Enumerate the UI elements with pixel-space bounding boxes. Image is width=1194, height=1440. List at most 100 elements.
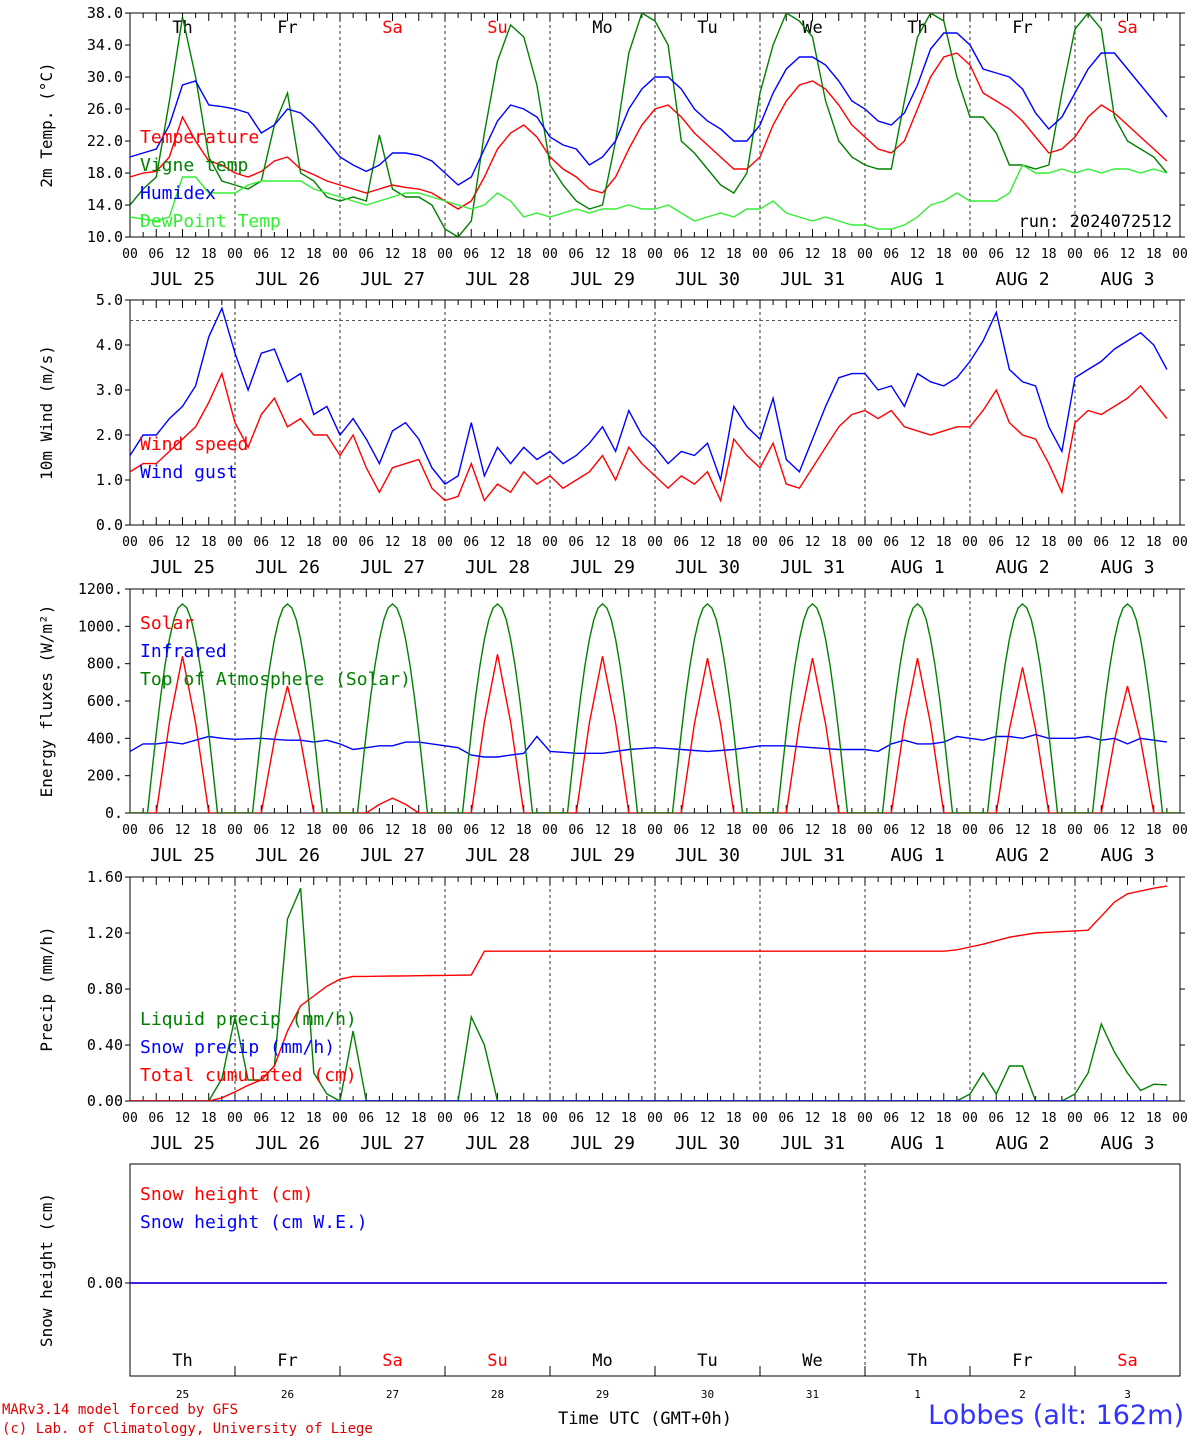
day-name: Fr: [1012, 1351, 1032, 1371]
hour-tick-label: 00: [332, 823, 348, 838]
date-label: JUL 29: [570, 1133, 635, 1154]
date-label: JUL 26: [255, 269, 320, 290]
hour-tick-label: 00: [332, 1111, 348, 1126]
hour-tick-label: 12: [700, 535, 716, 550]
hour-tick-label: 00: [437, 1111, 453, 1126]
legend-entry: Total cumulated (cm): [140, 1065, 357, 1086]
legend-entry: Solar: [140, 613, 194, 634]
hour-tick-label: 06: [148, 1111, 164, 1126]
hour-tick-label: 00: [542, 247, 558, 262]
hour-tick-label: 06: [988, 535, 1004, 550]
hour-tick-label: 18: [306, 535, 322, 550]
hour-tick-label: 12: [700, 823, 716, 838]
hour-tick-label: 06: [358, 1111, 374, 1126]
hour-tick-label: 12: [385, 1111, 401, 1126]
plot-frame: [129, 588, 1181, 814]
hour-tick-label: 12: [1120, 823, 1136, 838]
station-name: Lobbes (alt: 162m): [928, 1400, 1184, 1431]
hour-tick-label: 00: [437, 535, 453, 550]
date-label: JUL 28: [465, 1133, 530, 1154]
hour-tick-label: 12: [280, 535, 296, 550]
hour-tick-label: 00: [647, 1111, 663, 1126]
hour-tick-label: 12: [175, 247, 191, 262]
hour-tick-label: 00: [1067, 1111, 1083, 1126]
hour-tick-label: 00: [752, 1111, 768, 1126]
y-tick-label: 0.40: [87, 1036, 123, 1054]
hour-tick-label: 12: [1015, 247, 1031, 262]
hour-tick-label: 00: [1067, 247, 1083, 262]
y-tick-label: 1.0: [96, 471, 123, 489]
series-solar: [130, 654, 1180, 813]
date-label: JUL 25: [150, 269, 215, 290]
day-number: 31: [806, 1388, 819, 1401]
series-group: [130, 602, 1180, 813]
hour-tick-label: 12: [805, 535, 821, 550]
hour-tick-label: 00: [1067, 823, 1083, 838]
hour-tick-label: 12: [1120, 1111, 1136, 1126]
hour-tick-label: 12: [700, 1111, 716, 1126]
date-label: JUL 31: [780, 269, 845, 290]
day-name: Th: [172, 1351, 192, 1371]
hour-tick-label: 00: [962, 247, 978, 262]
hour-tick-label: 12: [805, 1111, 821, 1126]
hour-tick-label: 12: [280, 1111, 296, 1126]
hour-tick-label: 18: [1146, 535, 1162, 550]
y-tick-label: 1000.: [78, 617, 123, 635]
hour-tick-label: 12: [595, 535, 611, 550]
date-label: JUL 29: [570, 269, 635, 290]
hour-tick-label: 18: [411, 535, 427, 550]
day-number: 27: [386, 1388, 399, 1401]
series-wind-gust: [130, 306, 1168, 486]
hour-tick-label: 12: [280, 247, 296, 262]
hour-tick-label: 06: [1093, 247, 1109, 262]
series-temperature: [130, 52, 1168, 210]
hour-tick-label: 18: [1041, 247, 1057, 262]
date-label: JUL 30: [675, 1133, 740, 1154]
hour-tick-label: 00: [752, 247, 768, 262]
day-name: We: [802, 18, 822, 38]
hour-tick-label: 00: [857, 535, 873, 550]
y-tick-label: 4.0: [96, 336, 123, 354]
hour-tick-label: 06: [778, 1111, 794, 1126]
date-label: AUG 1: [890, 1133, 944, 1154]
hour-tick-label: 12: [805, 823, 821, 838]
date-label: JUL 26: [255, 845, 320, 866]
hour-tick-label: 18: [201, 1111, 217, 1126]
hour-tick-label: 12: [805, 247, 821, 262]
hour-tick-label: 00: [962, 823, 978, 838]
date-label: JUL 31: [780, 845, 845, 866]
legend-entry: Vigne temp: [140, 155, 248, 176]
hour-tick-label: 06: [253, 1111, 269, 1126]
day-name: Fr: [277, 1351, 297, 1371]
hour-tick-label: 18: [936, 247, 952, 262]
series-dewpoint-temp: [130, 163, 1168, 230]
hour-tick-label: 00: [227, 535, 243, 550]
hour-tick-label: 18: [726, 535, 742, 550]
day-name: Th: [907, 18, 927, 38]
legend-entry: Infrared: [140, 641, 227, 662]
hour-tick-label: 00: [437, 823, 453, 838]
legend-entry: Temperature: [140, 127, 259, 148]
panel-2: 0.0 1.0 2.0 3.0 4.0 5.0 10m Wind (m/s) 00 06 12 18…: [37, 291, 1188, 578]
plot-frame: [129, 299, 1181, 526]
hour-tick-label: 00: [962, 1111, 978, 1126]
hour-tick-label: 06: [463, 247, 479, 262]
hour-tick-label: 12: [1120, 535, 1136, 550]
hour-tick-label: 06: [1093, 535, 1109, 550]
hour-tick-label: 00: [332, 247, 348, 262]
y-tick-label: 0.00: [87, 1274, 123, 1292]
hour-tick-label: 00: [1172, 1111, 1188, 1126]
hour-tick-label: 06: [1093, 1111, 1109, 1126]
legend-entry: Humidex: [140, 183, 216, 204]
y-tick-label: 22.0: [87, 132, 123, 150]
hour-tick-label: 18: [1041, 1111, 1057, 1126]
hour-tick-label: 06: [883, 535, 899, 550]
series-top-of-atmosphere-solar-: [130, 602, 1180, 813]
y-tick-label: 0.80: [87, 980, 123, 998]
model-credit-line2: (c) Lab. of Climatology, University of L…: [2, 1421, 373, 1437]
day-name: Fr: [1012, 18, 1032, 38]
hour-tick-label: 18: [936, 1111, 952, 1126]
day-number: 3: [1124, 1388, 1131, 1401]
day-number: 28: [491, 1388, 504, 1401]
date-label: JUL 28: [465, 557, 530, 578]
